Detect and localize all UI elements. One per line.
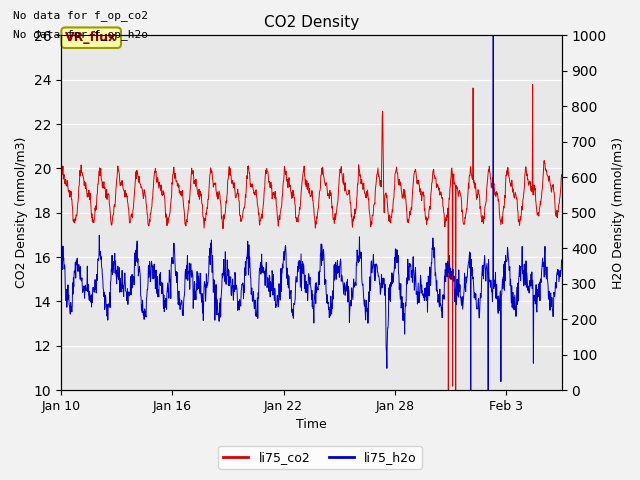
Text: VR_flux: VR_flux — [65, 31, 117, 44]
li75_h2o — [343, 279, 351, 285]
Text: No data for f_op_co2: No data for f_op_co2 — [13, 10, 148, 21]
li75_h2o — [490, 33, 497, 38]
li75_h2o — [57, 246, 65, 252]
Legend: li75_co2, li75_h2o: li75_co2, li75_h2o — [218, 446, 422, 469]
li75_h2o — [89, 284, 97, 290]
X-axis label: Time: Time — [296, 419, 326, 432]
li75_co2 — [523, 173, 531, 179]
li75_h2o — [433, 289, 441, 295]
Line: li75_co2: li75_co2 — [61, 84, 561, 390]
li75_h2o — [524, 276, 531, 282]
Y-axis label: CO2 Density (mmol/m3): CO2 Density (mmol/m3) — [15, 137, 28, 288]
li75_co2 — [57, 181, 65, 187]
Text: No data for f_op_h2o: No data for f_op_h2o — [13, 29, 148, 40]
Title: CO2 Density: CO2 Density — [264, 15, 359, 30]
li75_co2 — [343, 191, 351, 197]
Line: li75_h2o: li75_h2o — [61, 36, 561, 390]
li75_h2o — [557, 257, 565, 263]
li75_co2 — [90, 217, 98, 223]
li75_co2 — [529, 82, 536, 87]
Y-axis label: H2O Density (mmol/m3): H2O Density (mmol/m3) — [612, 137, 625, 289]
li75_h2o — [90, 289, 98, 295]
li75_h2o — [408, 275, 415, 280]
li75_co2 — [557, 172, 565, 178]
li75_co2 — [445, 387, 452, 393]
li75_co2 — [433, 184, 441, 190]
li75_co2 — [408, 204, 415, 210]
li75_co2 — [89, 217, 97, 223]
li75_h2o — [467, 387, 475, 393]
